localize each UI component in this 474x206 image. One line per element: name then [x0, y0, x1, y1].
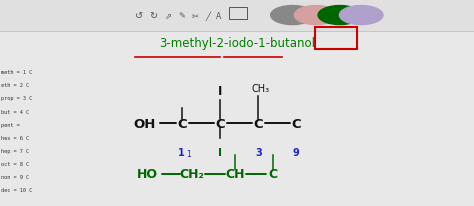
Text: A: A [216, 12, 222, 20]
Text: C: C [254, 117, 263, 130]
Circle shape [318, 6, 362, 25]
Text: hep = 7 C: hep = 7 C [1, 148, 29, 153]
Text: 3-methyl-2-iodo-1-butanol: 3-methyl-2-iodo-1-butanol [159, 37, 315, 50]
Text: CH: CH [225, 168, 245, 180]
Text: prop = 3 C: prop = 3 C [1, 96, 33, 101]
Text: 1: 1 [186, 149, 191, 158]
Text: I: I [218, 85, 223, 98]
Text: 1: 1 [178, 147, 184, 157]
Text: ✂: ✂ [192, 12, 199, 20]
Text: HO: HO [137, 168, 157, 180]
Text: hex = 6 C: hex = 6 C [1, 135, 29, 140]
Text: ╱: ╱ [205, 11, 210, 21]
Bar [315, 28, 357, 49]
Circle shape [294, 6, 338, 25]
Text: 9: 9 [293, 147, 300, 157]
Text: ✎: ✎ [178, 12, 185, 20]
Text: but = 4 C: but = 4 C [1, 109, 29, 114]
Text: pent =: pent = [1, 122, 20, 127]
Text: CH₂: CH₂ [180, 168, 204, 180]
Text: dec = 10 C: dec = 10 C [1, 187, 33, 192]
Text: I: I [219, 147, 222, 157]
Text: ⇗: ⇗ [164, 12, 171, 20]
Circle shape [339, 6, 383, 25]
Text: 3: 3 [255, 147, 262, 157]
Text: oct = 8 C: oct = 8 C [1, 161, 29, 166]
Text: meth = 1 C: meth = 1 C [1, 70, 33, 75]
Text: OH: OH [133, 117, 156, 130]
Bar [0, 0, 474, 32]
Text: eth = 2 C: eth = 2 C [1, 83, 29, 88]
Text: ↻: ↻ [149, 11, 157, 21]
Text: ↺: ↺ [135, 11, 143, 21]
Text: C: C [216, 117, 225, 130]
Text: C: C [292, 117, 301, 130]
Bar [229, 8, 247, 20]
Text: C: C [178, 117, 187, 130]
Text: CH₃: CH₃ [252, 84, 270, 94]
Circle shape [271, 6, 314, 25]
Text: C: C [268, 168, 277, 180]
Text: non = 9 C: non = 9 C [1, 174, 29, 179]
